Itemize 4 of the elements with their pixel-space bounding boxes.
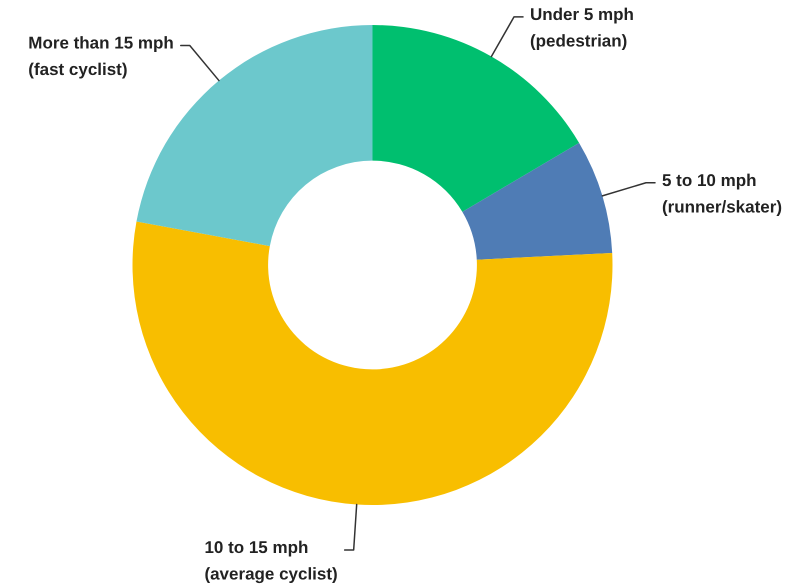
slice-label: Under 5 mph (pedestrian)	[530, 5, 634, 51]
slice-label: 5 to 10 mph (runner/skater)	[662, 170, 782, 216]
slice-label: 10 to 15 mph (average cyclist)	[204, 538, 338, 584]
slice-label: More than 15 mph (fast cyclist)	[28, 34, 174, 80]
